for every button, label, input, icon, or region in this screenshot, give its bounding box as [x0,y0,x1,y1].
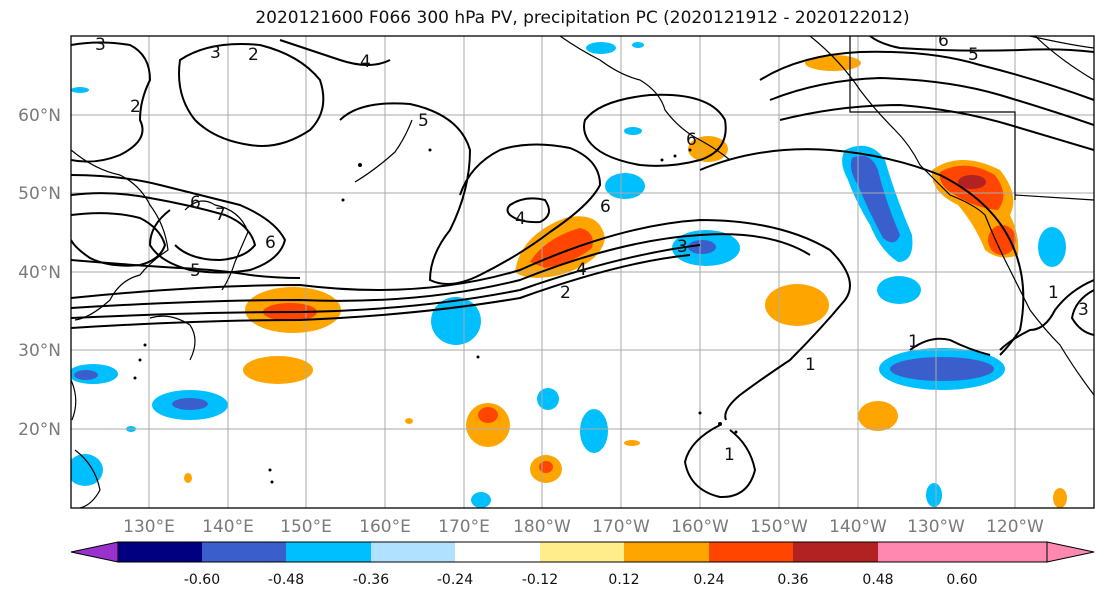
colorbar-tick: -0.60 [184,572,220,588]
latitude-labels: 60°N 50°N 40°N 30°N 20°N [18,106,61,440]
colorbar-swatch [793,542,878,562]
lon-label: 150°W [750,517,808,537]
lon-label: 140°E [202,517,254,537]
contour-label: 6 [938,31,949,51]
colorbar-swatch [540,542,624,562]
pv-contours [71,36,1094,499]
contour-label: 1 [908,332,919,352]
lon-label: 120°W [986,517,1044,537]
contour-label: 3 [677,237,688,257]
colorbar-swatch [286,542,371,562]
coastlines [71,36,1094,508]
colorbar-tick: 0.48 [862,572,893,588]
lat-label: 50°N [18,184,61,204]
colorbar-swatch [371,542,455,562]
colorbar-swatch [118,542,202,562]
contour-label: 6 [190,193,201,213]
colorbar-tick: -0.36 [353,572,389,588]
colorbar-outline [117,541,1048,563]
contour-label: 4 [360,52,371,72]
colorbar-tick: -0.12 [522,572,558,588]
contour-label: 2 [248,45,259,65]
colorbar: -0.60 -0.48 -0.36 -0.24 -0.12 0.12 0.24 … [70,541,1095,588]
contour-label: 7 [215,205,226,225]
map-title: 2020121600 F066 300 hPa PV, precipitatio… [255,8,910,28]
contour-label: 4 [515,209,526,229]
contour-label: 2 [130,97,141,117]
colorbar-tick: 0.60 [946,572,977,588]
contour-label: 6 [265,233,276,253]
colorbar-tick-labels: -0.60 -0.48 -0.36 -0.24 -0.12 0.12 0.24 … [184,572,978,588]
contour-label: 5 [968,45,979,65]
lat-label: 60°N [18,106,61,126]
contour-label: 2 [560,283,571,303]
lon-label: 130°W [907,517,965,537]
colorbar-swatch [709,542,793,562]
contour-label: 5 [190,261,201,281]
longitude-labels: 130°E 140°E 150°E 160°E 170°E 180°W 170°… [123,517,1044,537]
colorbar-swatch [455,542,540,562]
lat-label: 30°N [18,341,61,361]
colorbar-swatch [878,542,962,562]
contour-label: 4 [576,260,587,280]
colorbar-swatch [202,542,286,562]
lon-label: 160°E [359,517,411,537]
colorbar-tick: 0.36 [777,572,808,588]
contour-label: 1 [1048,283,1059,303]
map-frame [70,35,1095,509]
lon-label: 160°W [671,517,729,537]
contour-label: 1 [805,355,816,375]
contour-label: 3 [210,43,221,63]
lat-label: 20°N [18,420,61,440]
contour-label: 3 [1078,300,1089,320]
precipitation-shading [71,42,1067,508]
colorbar-tick: 0.12 [608,572,639,588]
contour-label: 5 [418,111,429,131]
pv-contour-labels: 3 2 3 4 2 5 6 6 4 6 3 4 2 1 1 1 3 1 5 6 … [95,31,1089,465]
contour-label: 1 [724,445,735,465]
contour-label: 3 [95,35,106,55]
colorbar-swatch [962,542,1047,562]
colorbar-tick: -0.48 [268,572,304,588]
lon-label: 130°E [123,517,175,537]
colorbar-tick: 0.24 [693,572,724,588]
colorbar-extend-low [70,541,119,563]
lon-label: 170°E [438,517,490,537]
colorbar-swatch [624,542,709,562]
colorbar-extend-high [1046,541,1095,563]
graticule [71,36,1094,508]
contour-label: 6 [686,130,697,150]
lon-label: 170°W [592,517,650,537]
lon-label: 180°W [513,517,571,537]
lat-label: 40°N [18,263,61,283]
colorbar-tick: -0.24 [437,572,473,588]
lon-label: 150°E [280,517,332,537]
contour-label: 6 [600,197,611,217]
lon-label: 140°W [829,517,887,537]
